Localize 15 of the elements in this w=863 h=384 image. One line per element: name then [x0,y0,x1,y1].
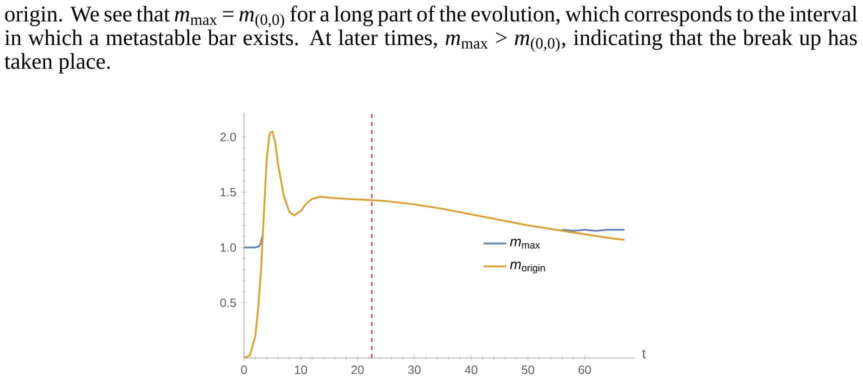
x-tick-label: 10 [295,366,307,374]
x-tick-label: 60 [578,366,591,374]
legend-label: m$_{max}$ [510,238,540,249]
y-tick-label: 1.0 [220,243,236,252]
x-tick-label: 0 [241,366,247,374]
y-tick-label: 1.5 [220,188,236,196]
y-tick-label: 0.5 [220,298,236,307]
x-tick-label: 20 [352,366,364,374]
y-tick-label: 2.0 [220,132,236,142]
x-tick-label: 50 [522,366,534,374]
x-tick-label: 40 [464,366,478,374]
text: origin. We see that m$_{max}$ = m$_{(0,0)}$ for a long part of the evolution, which corresponds to the interval in which a metastable bar exists. At later times, m$_{max}$ > m$_{(0,0)}$, indicating that the break up has taken place. [4,6,858,74]
legend-label: m$_{origin}$ [510,262,545,274]
x-tick-label: 30 [408,366,421,374]
x-axis-title: t [642,350,646,358]
